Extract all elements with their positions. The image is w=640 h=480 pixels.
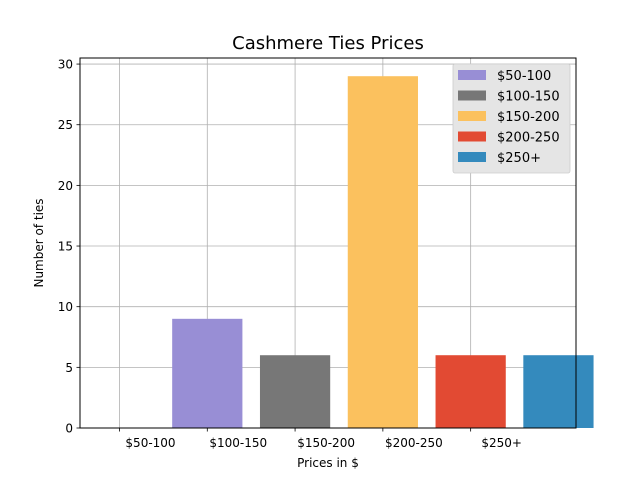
legend-swatch	[458, 90, 486, 101]
legend-swatch	[458, 131, 486, 142]
x-tick-label: $100-150	[209, 436, 267, 450]
legend-entry-label: $250+	[497, 151, 541, 166]
legend-entry-label: $200-250	[497, 131, 560, 146]
y-tick-label: 25	[58, 118, 73, 132]
legend: $50-100 $100-150 $150-200 $200-250 $250+	[452, 63, 571, 174]
plot-frame	[79, 57, 577, 429]
bars	[172, 76, 594, 429]
bar-3	[347, 76, 418, 429]
y-axis-ticks: 0 5 10 15 20 25 30	[58, 58, 80, 436]
bar-1	[172, 318, 243, 428]
y-tick-label: 30	[58, 58, 73, 72]
y-tick-label: 20	[58, 179, 73, 193]
legend-entry-label: $100-150	[497, 90, 560, 105]
y-tick-label: 0	[65, 422, 73, 436]
x-axis-label: Prices in $	[297, 456, 359, 470]
bar-2	[259, 355, 331, 428]
chart-title: Cashmere Ties Prices	[232, 33, 424, 54]
y-tick-label: 10	[58, 300, 73, 314]
y-tick-label: 5	[65, 361, 73, 375]
x-tick-label: $150-200	[297, 436, 355, 450]
legend-entry-label: $50-100	[497, 69, 551, 84]
x-axis-ticks: $50-100 $100-150 $150-200 $200-250 $250+	[119, 428, 522, 450]
bar-5	[523, 355, 594, 428]
legend-swatch	[458, 111, 486, 121]
x-tick-label: $50-100	[125, 436, 175, 450]
y-tick-label: 15	[58, 240, 73, 254]
x-tick-label: $200-250	[385, 436, 443, 450]
y-axis-label: Number of ties	[32, 198, 46, 287]
legend-swatch	[458, 152, 486, 162]
legend-entry-label: $150-200	[497, 110, 560, 125]
legend-swatch	[458, 70, 486, 80]
bar-4	[435, 355, 506, 428]
x-tick-label: $250+	[481, 436, 522, 450]
